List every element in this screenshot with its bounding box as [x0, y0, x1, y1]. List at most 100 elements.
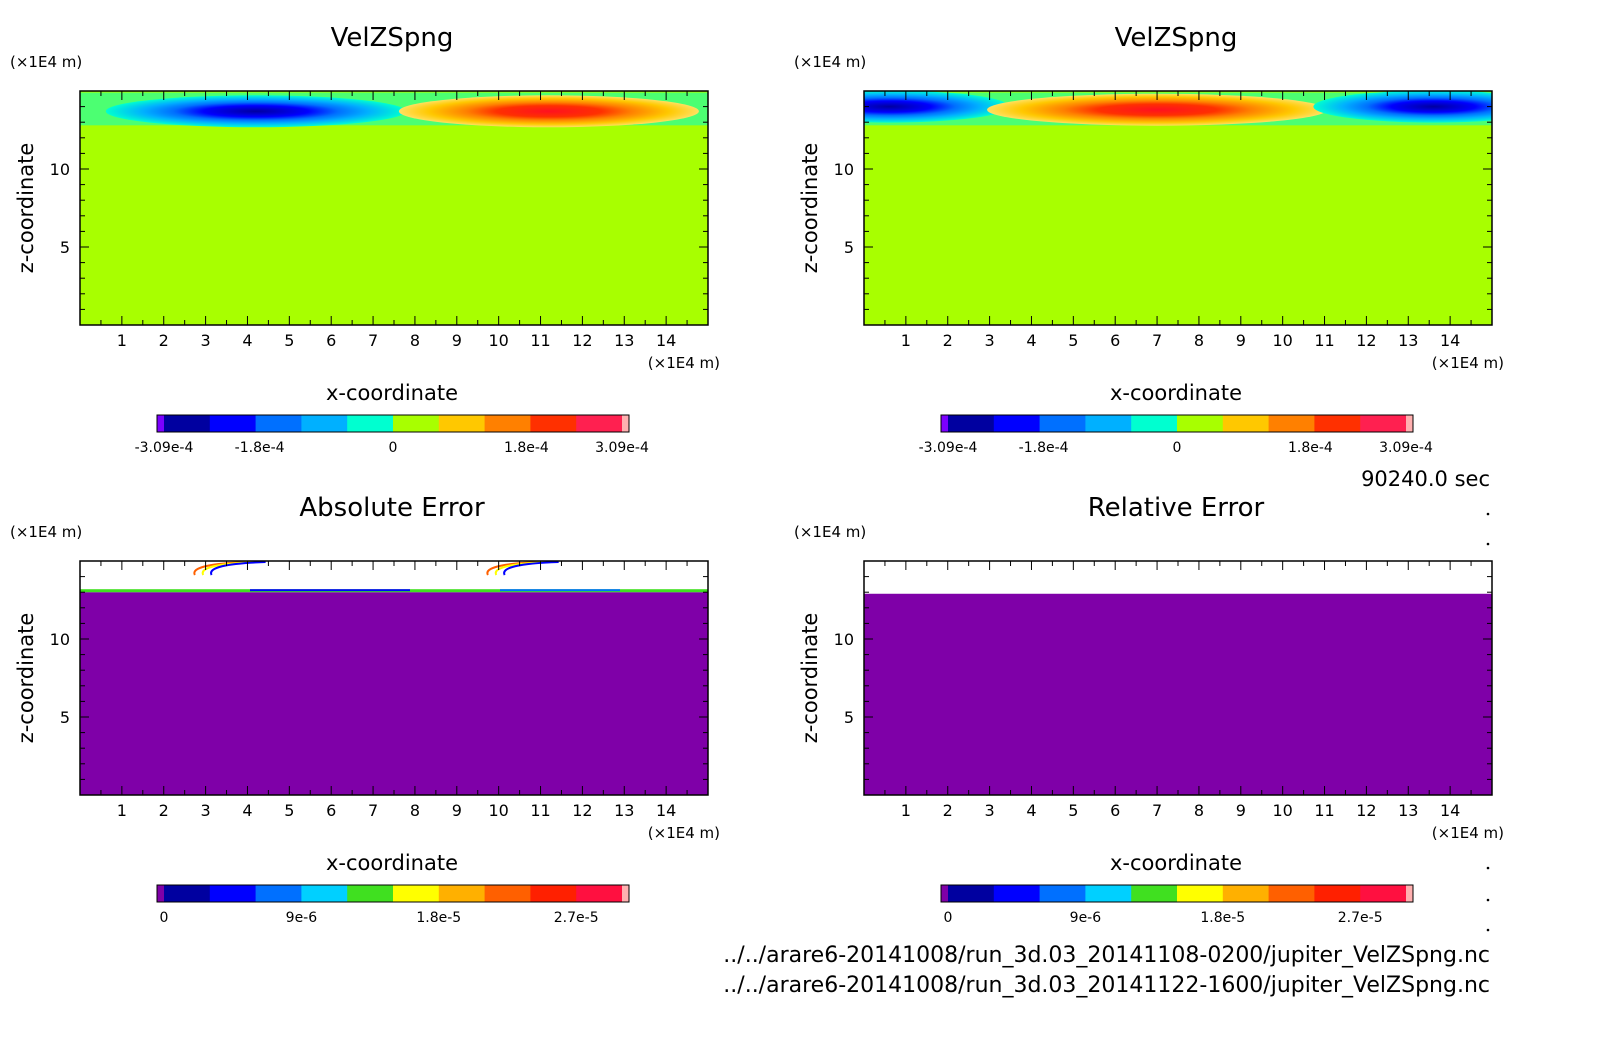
dot-marker [1486, 928, 1490, 932]
x-tick-label: 1 [901, 331, 911, 350]
x-tick-label: 4 [242, 331, 252, 350]
y-axis-label: z-coordinate [14, 143, 38, 274]
colorbar-tick-label: -3.09e-4 [919, 440, 978, 456]
chart-title: Relative Error [1088, 493, 1265, 523]
colorbar-frame [940, 414, 1414, 433]
colorbar-swatch [209, 885, 257, 902]
colorbar-tick-label: -1.8e-4 [235, 440, 285, 456]
x-tick-label: 13 [614, 801, 634, 820]
colorbar-tick-label: 2.7e-5 [1338, 910, 1383, 926]
colorbar-swatch [438, 415, 486, 432]
x-tick-label: 14 [1440, 331, 1460, 350]
x-axis-label: x-coordinate [1110, 381, 1242, 405]
colorbar-swatch [347, 885, 394, 902]
x-tick-label: 3 [985, 331, 995, 350]
colorbar-tick-label: 9e-6 [1070, 910, 1102, 926]
colorbar-swatch [1406, 415, 1413, 432]
error-edge [250, 589, 410, 592]
x-tick-label: 12 [572, 801, 592, 820]
colorbar-swatch [1406, 885, 1413, 902]
x-axis-label: x-coordinate [326, 381, 458, 405]
y-axis-label: z-coordinate [798, 143, 822, 274]
colorbar-swatch [347, 415, 394, 432]
y-axis-label: z-coordinate [14, 613, 38, 744]
y-unit-label: (×1E4 m) [794, 53, 866, 71]
x-tick-label: 8 [410, 331, 420, 350]
x-tick-label: 13 [1398, 801, 1418, 820]
x-tick-label: 10 [1272, 801, 1292, 820]
colorbar-frame [156, 884, 630, 903]
x-tick-label: 4 [1026, 331, 1036, 350]
colorbar-tick-label: 1.8e-4 [1288, 440, 1333, 456]
x-unit-label: (×1E4 m) [648, 824, 720, 842]
colorbar-tick-label: 1.8e-5 [416, 910, 461, 926]
x-tick-label: 3 [201, 331, 211, 350]
y-tick-label: 5 [844, 708, 854, 727]
x-tick-label: 12 [1356, 331, 1376, 350]
colorbar-swatch [157, 885, 164, 902]
x-unit-label: (×1E4 m) [1432, 824, 1504, 842]
colorbar-swatch [1268, 415, 1315, 432]
x-tick-label: 11 [530, 331, 550, 350]
x-tick-label: 14 [1440, 801, 1460, 820]
colorbar-swatch [530, 415, 577, 432]
colorbar-swatch [438, 885, 486, 902]
x-tick-label: 13 [1398, 331, 1418, 350]
colorbar-swatch [1314, 885, 1361, 902]
x-tick-label: 2 [159, 801, 169, 820]
x-tick-label: 7 [1152, 801, 1162, 820]
time-label: 90240.0 sec [1361, 467, 1490, 491]
colorbar-swatch [993, 885, 1041, 902]
colorbar-swatch [1085, 415, 1132, 432]
x-tick-label: 9 [452, 331, 462, 350]
error-arc [210, 561, 266, 576]
x-tick-label: 1 [117, 801, 127, 820]
colorbar-swatch [1177, 415, 1224, 432]
colorbar-swatch [1131, 885, 1178, 902]
colorbar-swatch [1039, 885, 1086, 902]
negative-cell [105, 95, 406, 128]
x-tick-label: 4 [1026, 801, 1036, 820]
colorbar-swatch [1314, 415, 1361, 432]
colorbar-tick-label: -1.8e-4 [1019, 440, 1069, 456]
colorbar-tick-label: -3.09e-4 [135, 440, 194, 456]
colorbar-tick-label: 0 [389, 440, 398, 456]
chart-panel-1: VelZSpng(×1E4 m)1 2 3 4 5 6 7 8 9 10 11 12 13 14510(×… [10, 23, 720, 456]
y-unit-label: (×1E4 m) [10, 53, 82, 71]
colorbar-swatch [157, 415, 164, 432]
x-tick-label: 11 [1314, 331, 1334, 350]
heatmap-background [864, 593, 1492, 795]
heatmap-background [80, 592, 708, 795]
x-tick-label: 13 [614, 331, 634, 350]
chart-panel-3: Absolute Error(×1E4 m)1 2 3 4 5 6 7 8 9 10 11 12 13 1… [10, 493, 720, 926]
x-tick-label: 1 [117, 331, 127, 350]
x-tick-label: 3 [985, 801, 995, 820]
colorbar-swatch [255, 885, 302, 902]
y-tick-label: 10 [834, 160, 854, 179]
x-tick-label: 9 [1236, 801, 1246, 820]
negative-cell [864, 91, 1010, 123]
chart-title: VelZSpng [331, 23, 454, 53]
y-tick-label: 10 [50, 630, 70, 649]
y-tick-label: 5 [60, 238, 70, 257]
x-tick-label: 5 [1068, 331, 1078, 350]
colorbar-tick-label: 3.09e-4 [1379, 440, 1433, 456]
heatmap-field [80, 561, 708, 795]
colorbar-swatch [164, 885, 211, 902]
x-tick-label: 10 [488, 801, 508, 820]
x-tick-label: 4 [242, 801, 252, 820]
colorbar-swatch [576, 885, 623, 902]
x-tick-label: 5 [284, 331, 294, 350]
positive-cell [987, 93, 1328, 126]
x-tick-label: 2 [159, 331, 169, 350]
colorbar-swatch [948, 415, 995, 432]
chart-panel-4: Relative Error(×1E4 m)1 2 3 4 5 6 7 8 9 10 11 12 13 1… [794, 493, 1504, 926]
x-tick-label: 10 [488, 331, 508, 350]
x-axis-label: x-coordinate [1110, 851, 1242, 875]
colorbar-tick-label: 0 [160, 910, 169, 926]
colorbar-swatch [255, 415, 302, 432]
colorbar-tick-label: 3.09e-4 [595, 440, 649, 456]
x-tick-label: 6 [1110, 331, 1120, 350]
colorbar-swatch [622, 885, 629, 902]
